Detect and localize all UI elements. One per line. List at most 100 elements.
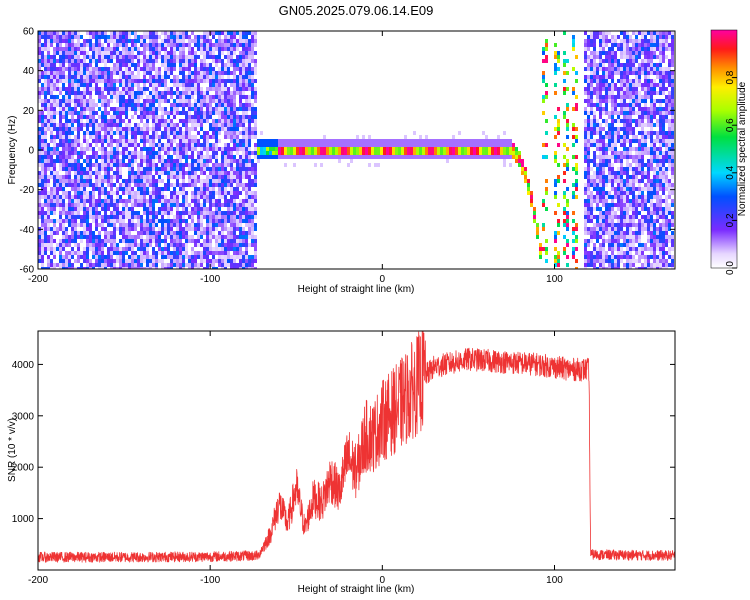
heatmap-cell [212,119,215,123]
heatmap-cell [62,39,65,43]
heatmap-cell [602,183,605,187]
heatmap-cell [566,223,569,227]
heatmap-cell [164,135,167,139]
heatmap-cell [176,91,179,95]
heatmap-cell [248,195,251,199]
heatmap-cell [554,255,557,259]
heatmap-cell [191,195,194,199]
heatmap-cell [173,99,176,103]
heatmap-cell [191,139,194,143]
heatmap-cell [110,199,113,203]
heatmap-cell [167,243,170,247]
heatmap-cell [119,83,122,87]
heatmap-cell [611,143,614,147]
heatmap-cell [251,111,254,115]
heatmap-cell [164,63,167,67]
heatmap-cell [422,147,425,151]
heatmap-cell [206,147,209,151]
heatmap-cell [614,99,617,103]
heatmap-cell [179,127,182,131]
heatmap-cell [257,147,260,151]
heatmap-cell [164,35,167,39]
heatmap-cell [248,199,251,203]
heatmap-cell [86,51,89,55]
heatmap-cell [200,195,203,199]
heatmap-cell [65,167,68,171]
heatmap-cell [350,143,353,147]
heatmap-cell [119,171,122,175]
heatmap-cell [452,151,455,155]
heatmap-cell [143,75,146,79]
heatmap-cell [95,243,98,247]
heatmap-cell [308,151,311,155]
heatmap-cell [176,151,179,155]
heatmap-cell [236,143,239,147]
heatmap-cell [614,103,617,107]
heatmap-cell [74,215,77,219]
heatmap-cell [113,251,116,255]
heatmap-cell [227,227,230,231]
heatmap-cell [77,203,80,207]
heatmap-cell [65,79,68,83]
heatmap-cell [599,135,602,139]
heatmap-cell [200,143,203,147]
heatmap-cell [218,259,221,263]
heatmap-cell [122,47,125,51]
heatmap-cell [596,91,599,95]
heatmap-cell [233,95,236,99]
heatmap-cell [86,175,89,179]
heatmap-cell [227,91,230,95]
heatmap-cell [605,227,608,231]
heatmap-cell [65,147,68,151]
heatmap-cell [164,231,167,235]
heatmap-cell [128,131,131,135]
heatmap-cell [224,107,227,111]
heatmap-cell [590,195,593,199]
heatmap-cell [206,119,209,123]
heatmap-cell [206,95,209,99]
heatmap-cell [65,227,68,231]
heatmap-cell [470,147,473,151]
heatmap-cell [422,139,425,143]
heatmap-cell [239,63,242,67]
heatmap-cell [251,131,254,135]
heatmap-cell [164,243,167,247]
heatmap-cell [155,251,158,255]
heatmap-cell [89,183,92,187]
heatmap-cell [254,123,257,127]
heatmap-cell [134,259,137,263]
heatmap-cell [617,87,620,91]
heatmap-cell [518,163,521,167]
heatmap-cell [188,143,191,147]
heatmap-cell [170,35,173,39]
heatmap-cell [236,111,239,115]
heatmap-cell [215,175,218,179]
heatmap-cell [254,115,257,119]
heatmap-cell [410,139,413,143]
heatmap-cell [419,135,422,139]
heatmap-cell [53,211,56,215]
heatmap-cell [233,155,236,159]
heatmap-cell [119,215,122,219]
heatmap-cell [95,211,98,215]
heatmap-cell [74,211,77,215]
heatmap-cell [44,143,47,147]
heatmap-cell [116,255,119,259]
heatmap-cell [245,203,248,207]
heatmap-cell [149,183,152,187]
heatmap-cell [176,227,179,231]
heatmap-cell [599,47,602,51]
heatmap-cell [248,135,251,139]
heatmap-cell [197,131,200,135]
heatmap-cell [590,183,593,187]
heatmap-cell [170,63,173,67]
heatmap-cell [47,219,50,223]
heatmap-cell [269,143,272,147]
heatmap-cell [605,207,608,211]
heatmap-cell [92,191,95,195]
heatmap-cell [233,167,236,171]
heatmap-cell [404,151,407,155]
heatmap-cell [587,103,590,107]
heatmap-cell [557,51,560,55]
heatmap-cell [248,107,251,111]
